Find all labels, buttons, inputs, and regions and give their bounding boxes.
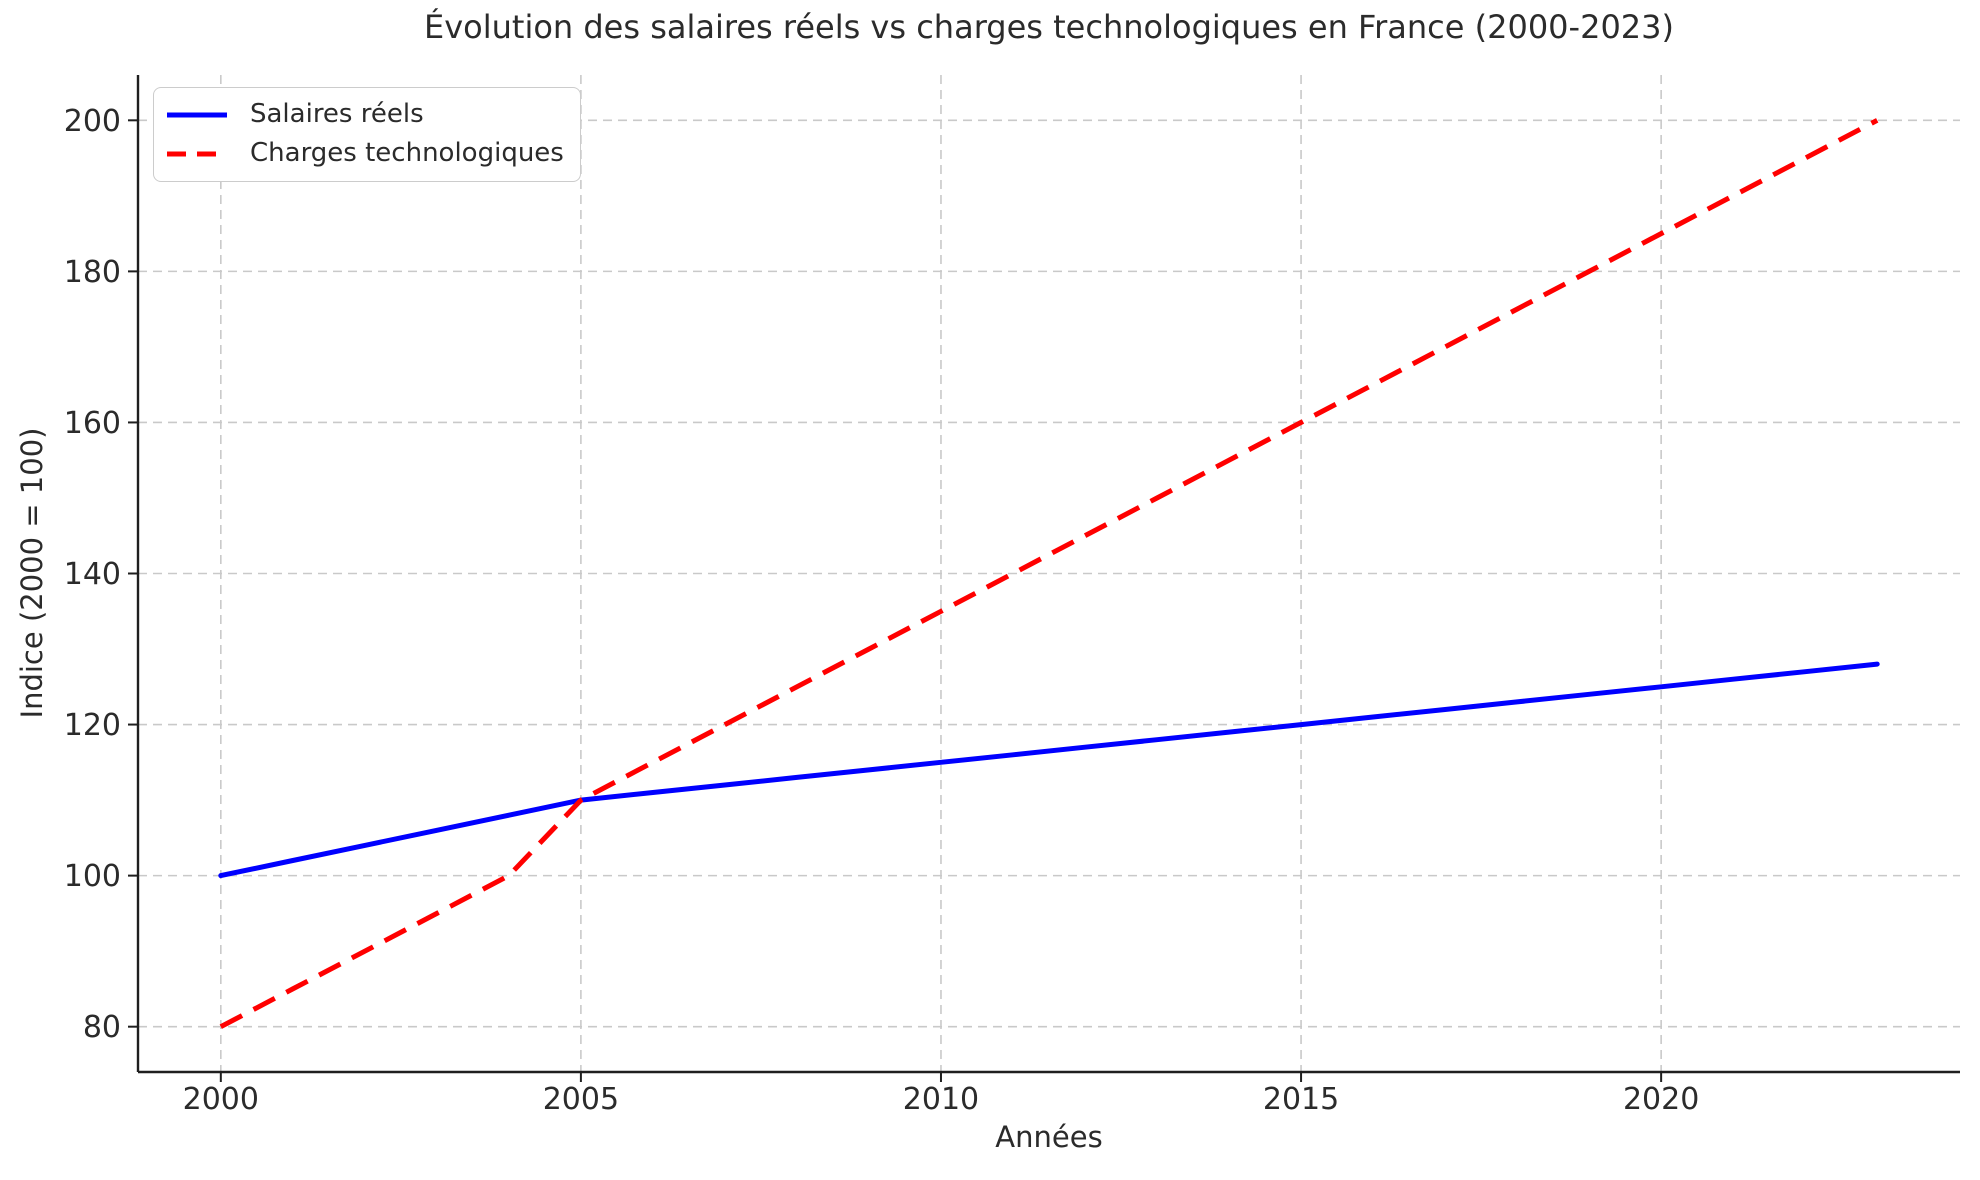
x-tick-label: 2015 [1263, 1082, 1339, 1117]
line-charges-technologiques [219, 118, 1879, 1029]
axes: 2000 2005 2010 2015 2020 80 100 120 140 160 180 200 [64, 75, 1960, 1117]
y-tick-label: 80 [83, 1010, 121, 1045]
chart-legend: Salaires réels Charges technologiques [153, 87, 581, 182]
y-tick-label: 140 [64, 557, 121, 592]
y-tick-label: 120 [64, 708, 121, 743]
x-tick-label: 2010 [903, 1082, 979, 1117]
y-tick-label: 160 [64, 406, 121, 441]
y-tick-label: 200 [64, 104, 121, 139]
legend-label: Charges technologiques [250, 137, 564, 168]
legend-item-salaires-reels: Salaires réels [165, 99, 564, 130]
x-tick-label: 2005 [543, 1082, 619, 1117]
y-tick-label: 100 [64, 859, 121, 894]
x-tick-label: 2000 [183, 1082, 259, 1117]
legend-item-charges-technologiques: Charges technologiques [165, 137, 564, 169]
x-axis-label: Années [995, 1120, 1103, 1154]
legend-line-sample-dashed [167, 151, 227, 157]
series-lines [218, 118, 1880, 1029]
y-axis-label: Indice (2000 = 100) [15, 427, 49, 719]
y-tick-label: 180 [64, 255, 121, 290]
grid [138, 75, 1960, 1072]
legend-line-sample-solid [167, 112, 227, 118]
x-tick-label: 2020 [1623, 1082, 1699, 1117]
chart-title: Évolution des salaires réels vs charges … [423, 8, 1674, 46]
legend-label: Salaires réels [250, 99, 424, 129]
line-salaires-reels [218, 661, 1880, 879]
